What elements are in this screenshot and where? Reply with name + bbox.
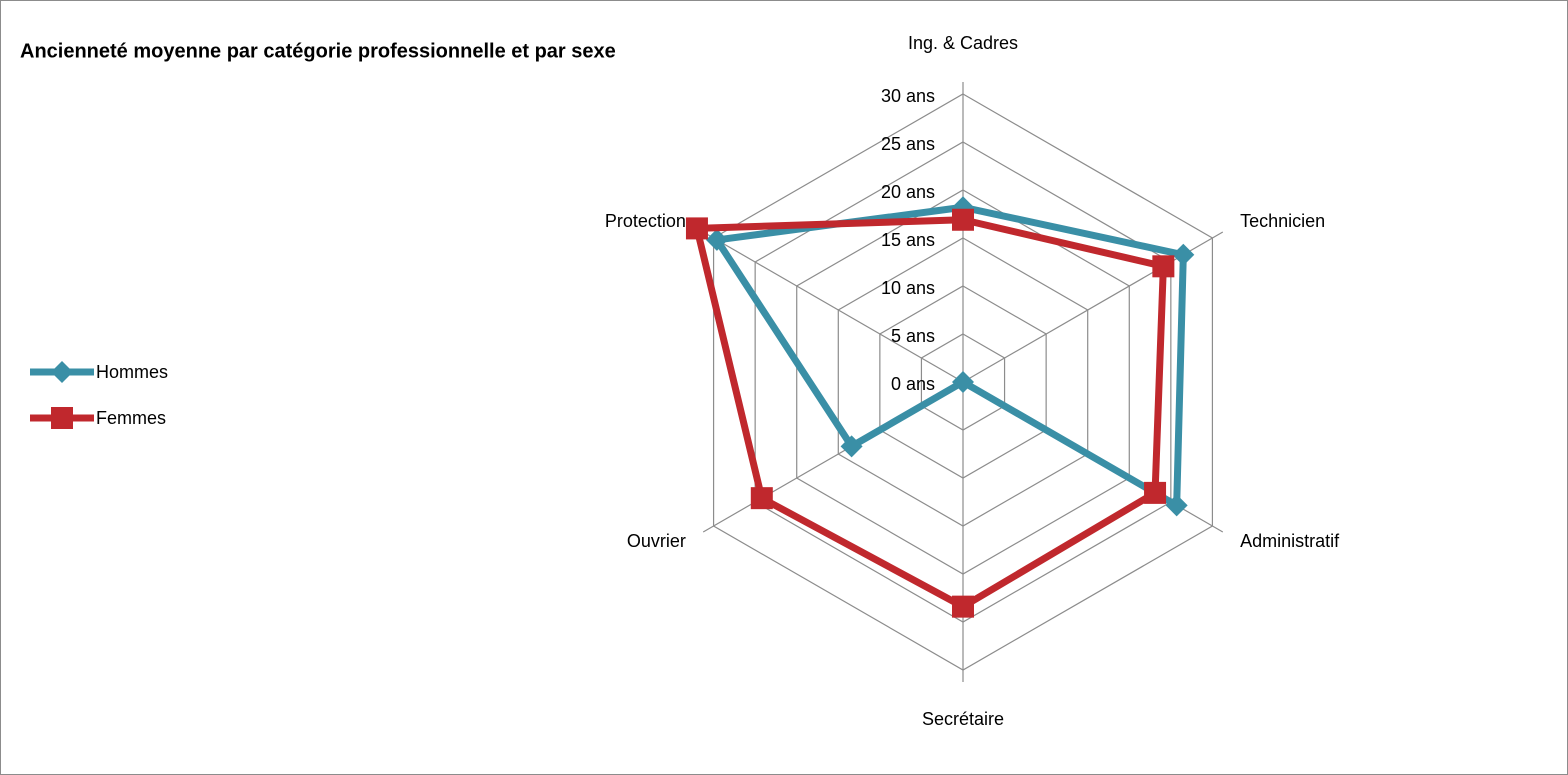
axis-spoke bbox=[702, 231, 964, 383]
y-tick-label: 5 ans bbox=[891, 326, 935, 346]
category-label: Secrétaire bbox=[922, 709, 1004, 729]
marker bbox=[952, 371, 974, 393]
marker bbox=[705, 228, 728, 251]
y-tick-label: 20 ans bbox=[881, 182, 935, 202]
y-tick-label: 25 ans bbox=[881, 134, 935, 154]
legend-label: Femmes bbox=[96, 408, 166, 428]
category-label: Ing. & Cadres bbox=[908, 33, 1018, 53]
category-label: Administratif bbox=[1240, 531, 1340, 551]
category-label: Technicien bbox=[1240, 211, 1325, 231]
marker bbox=[840, 435, 863, 458]
y-tick-label: 30 ans bbox=[881, 86, 935, 106]
marker bbox=[1172, 243, 1195, 266]
y-tick-label: 0 ans bbox=[891, 374, 935, 394]
chart-title: Ancienneté moyenne par catégorie profess… bbox=[20, 40, 616, 62]
marker bbox=[51, 361, 73, 383]
y-tick-label: 10 ans bbox=[881, 278, 935, 298]
marker bbox=[51, 407, 73, 429]
marker bbox=[1165, 494, 1188, 517]
marker bbox=[1144, 481, 1167, 504]
category-label: Protection bbox=[605, 211, 686, 231]
marker bbox=[1152, 255, 1175, 278]
marker bbox=[750, 487, 773, 510]
marker bbox=[952, 595, 974, 618]
legend-label: Hommes bbox=[96, 362, 168, 382]
y-tick-label: 15 ans bbox=[881, 230, 935, 250]
category-label: Ouvrier bbox=[627, 531, 686, 551]
marker bbox=[685, 217, 708, 240]
marker bbox=[952, 208, 974, 231]
